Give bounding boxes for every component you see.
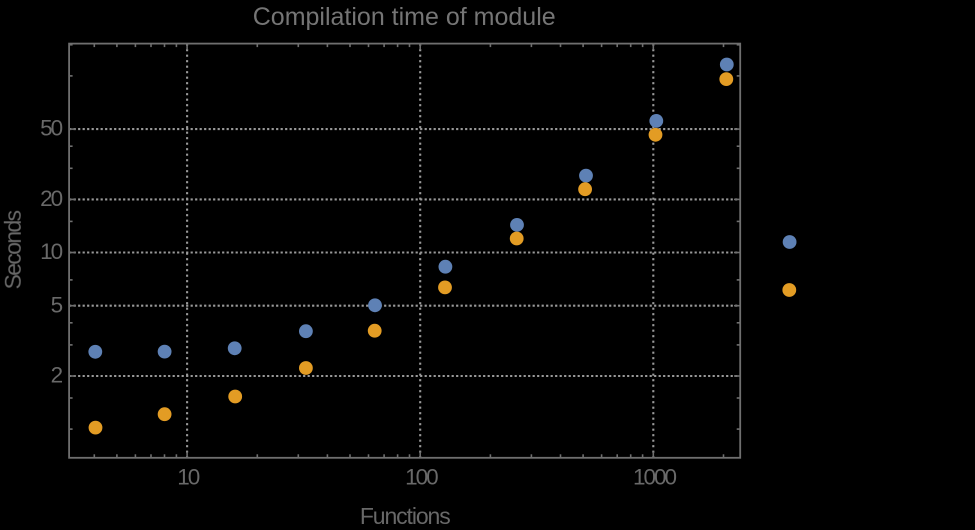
svg-text:20: 20: [40, 186, 63, 211]
svg-text:10: 10: [40, 239, 63, 264]
svg-text:1000: 1000: [633, 465, 677, 490]
svg-text:Seconds: Seconds: [0, 210, 26, 289]
svg-text:Compilation time of module: Compilation time of module: [253, 3, 556, 31]
svg-text:2: 2: [51, 363, 63, 388]
svg-text:50: 50: [40, 116, 63, 141]
svg-text:10: 10: [177, 465, 200, 490]
svg-text:Functions: Functions: [360, 503, 450, 525]
svg-text:100: 100: [405, 465, 438, 490]
svg-text:5: 5: [51, 292, 63, 317]
